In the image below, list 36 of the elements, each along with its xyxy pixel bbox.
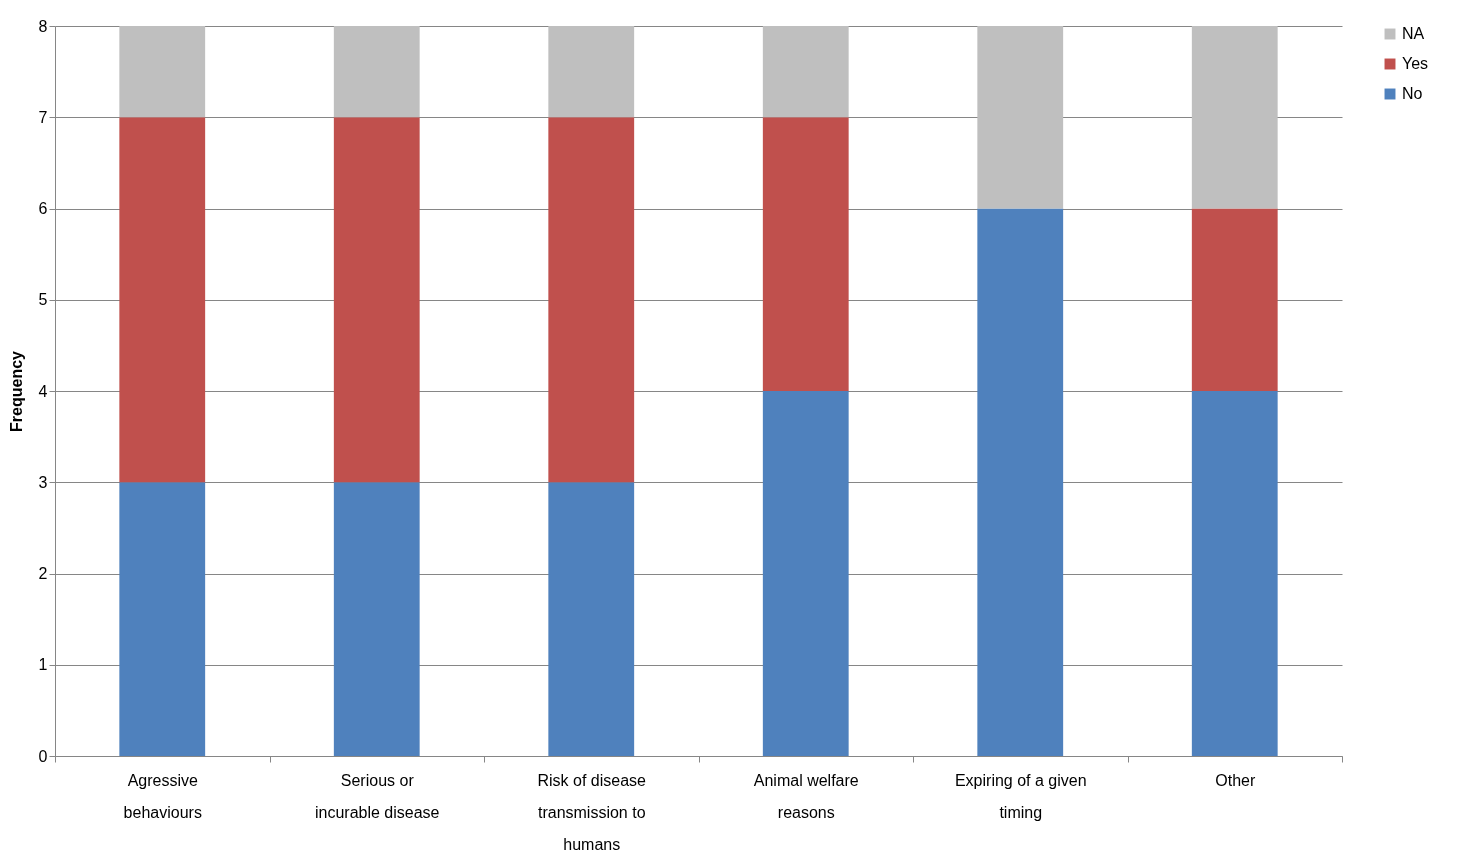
y-tick-label: 4 bbox=[38, 382, 48, 400]
bar bbox=[977, 26, 1064, 209]
bar bbox=[1191, 391, 1278, 756]
bar bbox=[1191, 26, 1278, 209]
bar bbox=[119, 117, 206, 483]
y-tick-label: 5 bbox=[38, 291, 48, 309]
x-tick-label: Serious or incurable disease bbox=[314, 771, 440, 821]
bar bbox=[333, 117, 420, 483]
y-tick-label: 1 bbox=[38, 656, 48, 674]
bar bbox=[333, 26, 420, 118]
x-tick-label: Risk of disease transmission to humans bbox=[537, 771, 647, 853]
x-tick-label: Other bbox=[1215, 771, 1256, 789]
bar bbox=[1191, 208, 1278, 391]
y-tick-label: 3 bbox=[38, 473, 48, 491]
bar bbox=[548, 482, 635, 756]
bar bbox=[119, 26, 206, 118]
legend-label: NA bbox=[1402, 25, 1425, 42]
bar bbox=[548, 117, 635, 483]
y-tick-label: 6 bbox=[38, 200, 48, 217]
bar bbox=[333, 482, 420, 756]
legend-label: Yes bbox=[1402, 55, 1429, 72]
y-tick-label: 7 bbox=[38, 108, 48, 126]
y-tick-label: 0 bbox=[38, 747, 48, 765]
y-axis-title: Frequency bbox=[7, 350, 25, 432]
y-tick-label: 8 bbox=[38, 17, 48, 35]
y-tick-label: 2 bbox=[38, 565, 48, 582]
x-tick-label: Agressive behaviours bbox=[123, 771, 202, 821]
x-tick-label: Animal welfare reasons bbox=[753, 771, 859, 821]
bar bbox=[762, 391, 849, 756]
bar bbox=[548, 26, 635, 118]
legend-label: No bbox=[1402, 85, 1423, 102]
bar bbox=[119, 482, 206, 756]
bar bbox=[762, 117, 849, 391]
x-tick-label: Expiring of a given timing bbox=[954, 771, 1087, 821]
bar bbox=[762, 26, 849, 118]
bar bbox=[977, 208, 1064, 756]
